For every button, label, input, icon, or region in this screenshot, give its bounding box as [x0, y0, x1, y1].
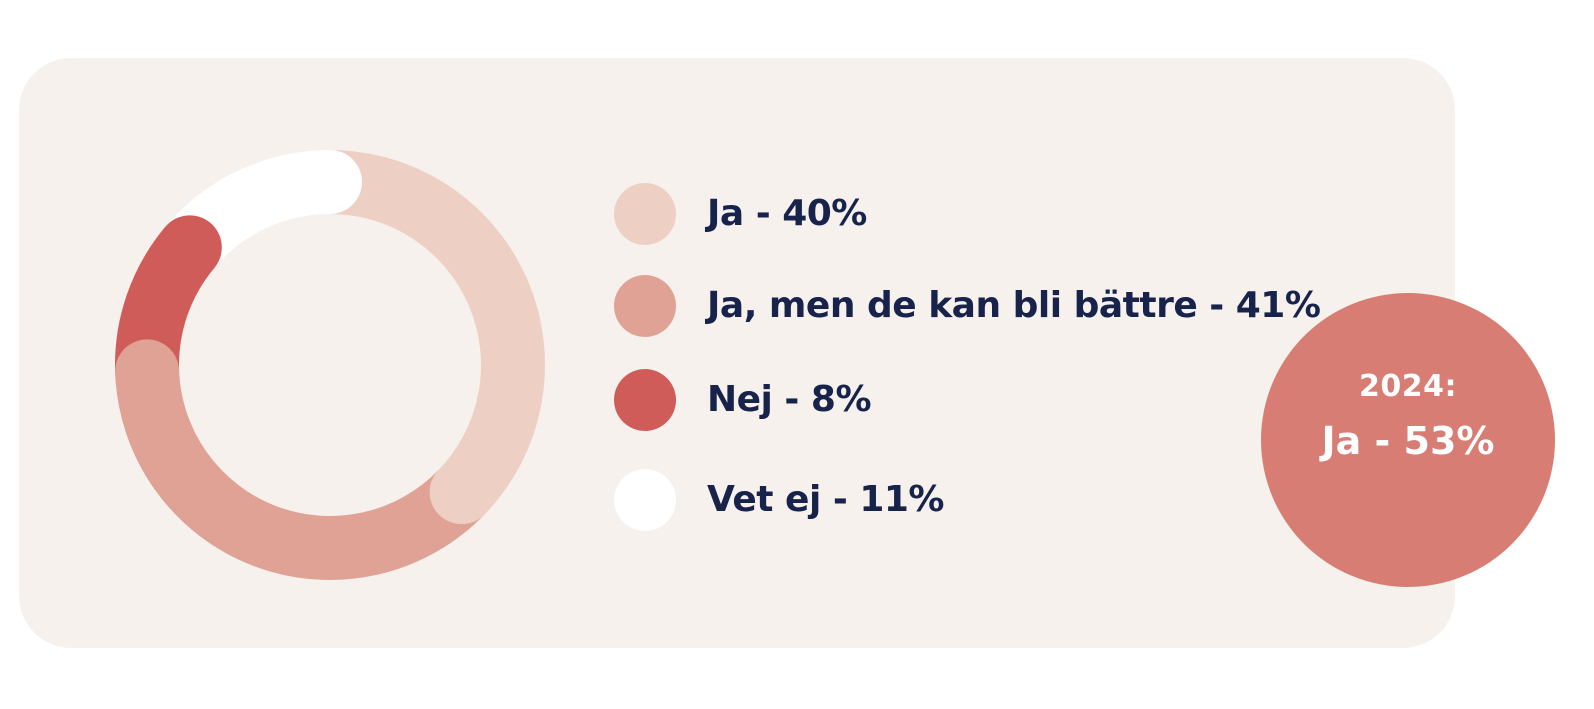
legend-swatch-icon — [614, 469, 676, 531]
legend-label: Vet ej - 11% — [707, 479, 944, 520]
legend-label: Nej - 8% — [707, 379, 872, 420]
legend-item-nej: Nej - 8% — [614, 369, 872, 431]
chart-card — [19, 58, 1455, 648]
legend-swatch-icon — [614, 275, 676, 337]
legend-item-ja-men: Ja, men de kan bli bättre - 41% — [614, 275, 1321, 337]
badge-value: Ja - 53% — [1321, 419, 1495, 463]
legend-label: Ja - 40% — [707, 193, 867, 234]
legend-swatch-icon — [614, 369, 676, 431]
comparison-badge: 2024: Ja - 53% — [1261, 293, 1555, 587]
legend-swatch-icon — [614, 183, 676, 245]
legend-label: Ja, men de kan bli bättre - 41% — [707, 285, 1321, 326]
legend-item-vet-ej: Vet ej - 11% — [614, 469, 944, 531]
badge-year: 2024: — [1359, 369, 1457, 404]
legend-item-ja: Ja - 40% — [614, 183, 867, 245]
